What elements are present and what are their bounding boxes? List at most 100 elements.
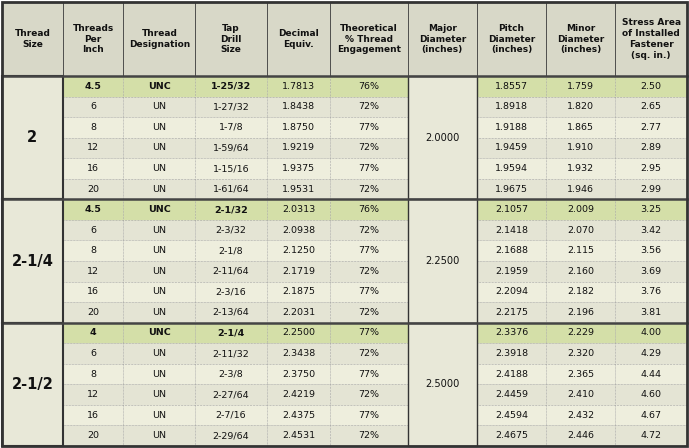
Bar <box>477 76 546 97</box>
Text: 2-1/4: 2-1/4 <box>218 328 245 337</box>
Text: 2.2175: 2.2175 <box>495 308 528 317</box>
Text: 2.2031: 2.2031 <box>282 308 315 317</box>
Text: 1-15/16: 1-15/16 <box>213 164 249 173</box>
Bar <box>615 405 687 426</box>
Bar <box>123 426 195 446</box>
Text: Stress Area
of Installed
Fastener
(sq. in.): Stress Area of Installed Fastener (sq. i… <box>621 18 681 60</box>
Text: 2.1057: 2.1057 <box>495 205 528 214</box>
Text: 2-1/2: 2-1/2 <box>12 377 53 392</box>
Bar <box>330 405 408 426</box>
Text: 2.1959: 2.1959 <box>495 267 528 276</box>
Bar <box>330 261 408 281</box>
Text: 4.67: 4.67 <box>641 411 661 420</box>
Bar <box>123 97 195 117</box>
Bar <box>63 2 123 76</box>
Bar <box>63 343 123 364</box>
Bar <box>408 76 477 199</box>
Text: 2.320: 2.320 <box>567 349 595 358</box>
Bar <box>2 199 63 323</box>
Bar <box>195 281 267 302</box>
Bar <box>123 405 195 426</box>
Text: 72%: 72% <box>358 185 380 194</box>
Text: 4.29: 4.29 <box>641 349 661 358</box>
Bar <box>267 241 330 261</box>
Text: 8: 8 <box>90 123 96 132</box>
Bar <box>330 343 408 364</box>
Text: 2.4459: 2.4459 <box>495 390 528 399</box>
Bar <box>195 426 267 446</box>
Bar <box>330 158 408 179</box>
Bar <box>546 323 615 343</box>
Bar <box>546 302 615 323</box>
Text: 77%: 77% <box>358 370 380 379</box>
Bar <box>546 405 615 426</box>
Bar <box>477 364 546 384</box>
Text: 2.4675: 2.4675 <box>495 431 528 440</box>
Text: 1.9594: 1.9594 <box>495 164 528 173</box>
Text: UN: UN <box>152 164 166 173</box>
Bar <box>63 97 123 117</box>
Text: Pitch
Diameter
(inches): Pitch Diameter (inches) <box>488 24 535 54</box>
Bar <box>477 261 546 281</box>
Text: 2.99: 2.99 <box>641 185 661 194</box>
Bar <box>195 138 267 158</box>
Text: 12: 12 <box>87 143 99 152</box>
Text: 2.446: 2.446 <box>567 431 594 440</box>
Text: 1.9375: 1.9375 <box>282 164 315 173</box>
Bar <box>408 199 477 323</box>
Text: 2: 2 <box>28 130 37 145</box>
Bar <box>63 302 123 323</box>
Text: 1-25/32: 1-25/32 <box>211 82 251 91</box>
Text: UN: UN <box>152 123 166 132</box>
Text: UN: UN <box>152 246 166 255</box>
Bar <box>123 364 195 384</box>
Bar <box>63 281 123 302</box>
Text: 2.3750: 2.3750 <box>282 370 315 379</box>
Text: Theoretical
% Thread
Engagement: Theoretical % Thread Engagement <box>337 24 401 54</box>
Text: 72%: 72% <box>358 226 380 235</box>
Bar <box>63 405 123 426</box>
Bar <box>546 76 615 97</box>
Text: 1.932: 1.932 <box>567 164 595 173</box>
Bar <box>195 117 267 138</box>
Bar <box>546 117 615 138</box>
Bar <box>195 220 267 241</box>
Text: 6: 6 <box>90 349 96 358</box>
Text: 2.50: 2.50 <box>641 82 661 91</box>
Bar <box>477 281 546 302</box>
Bar <box>330 179 408 199</box>
Text: 2.2500: 2.2500 <box>425 256 460 266</box>
Text: UN: UN <box>152 411 166 420</box>
Text: 4: 4 <box>90 328 96 337</box>
Bar <box>123 241 195 261</box>
Text: 4.44: 4.44 <box>641 370 661 379</box>
Text: 1.8918: 1.8918 <box>495 102 528 112</box>
Bar <box>546 281 615 302</box>
Bar <box>63 241 123 261</box>
Bar <box>408 2 477 76</box>
Bar <box>123 76 195 97</box>
Bar <box>477 384 546 405</box>
Text: 2.1250: 2.1250 <box>282 246 315 255</box>
Bar <box>615 241 687 261</box>
Bar <box>546 220 615 241</box>
Text: 2.115: 2.115 <box>567 246 594 255</box>
Text: 1.8438: 1.8438 <box>282 102 315 112</box>
Bar <box>195 158 267 179</box>
Bar <box>267 405 330 426</box>
Bar <box>477 241 546 261</box>
Text: 2.4219: 2.4219 <box>282 390 315 399</box>
Text: 2.5000: 2.5000 <box>425 379 460 389</box>
Text: 1.9675: 1.9675 <box>495 185 528 194</box>
Text: 3.42: 3.42 <box>641 226 661 235</box>
Bar <box>546 241 615 261</box>
Bar <box>195 179 267 199</box>
Text: 6: 6 <box>90 102 96 112</box>
Bar <box>267 199 330 220</box>
Text: 2-11/64: 2-11/64 <box>213 267 249 276</box>
Bar <box>123 2 195 76</box>
Bar <box>330 199 408 220</box>
Bar <box>615 220 687 241</box>
Bar <box>615 426 687 446</box>
Bar <box>195 261 267 281</box>
